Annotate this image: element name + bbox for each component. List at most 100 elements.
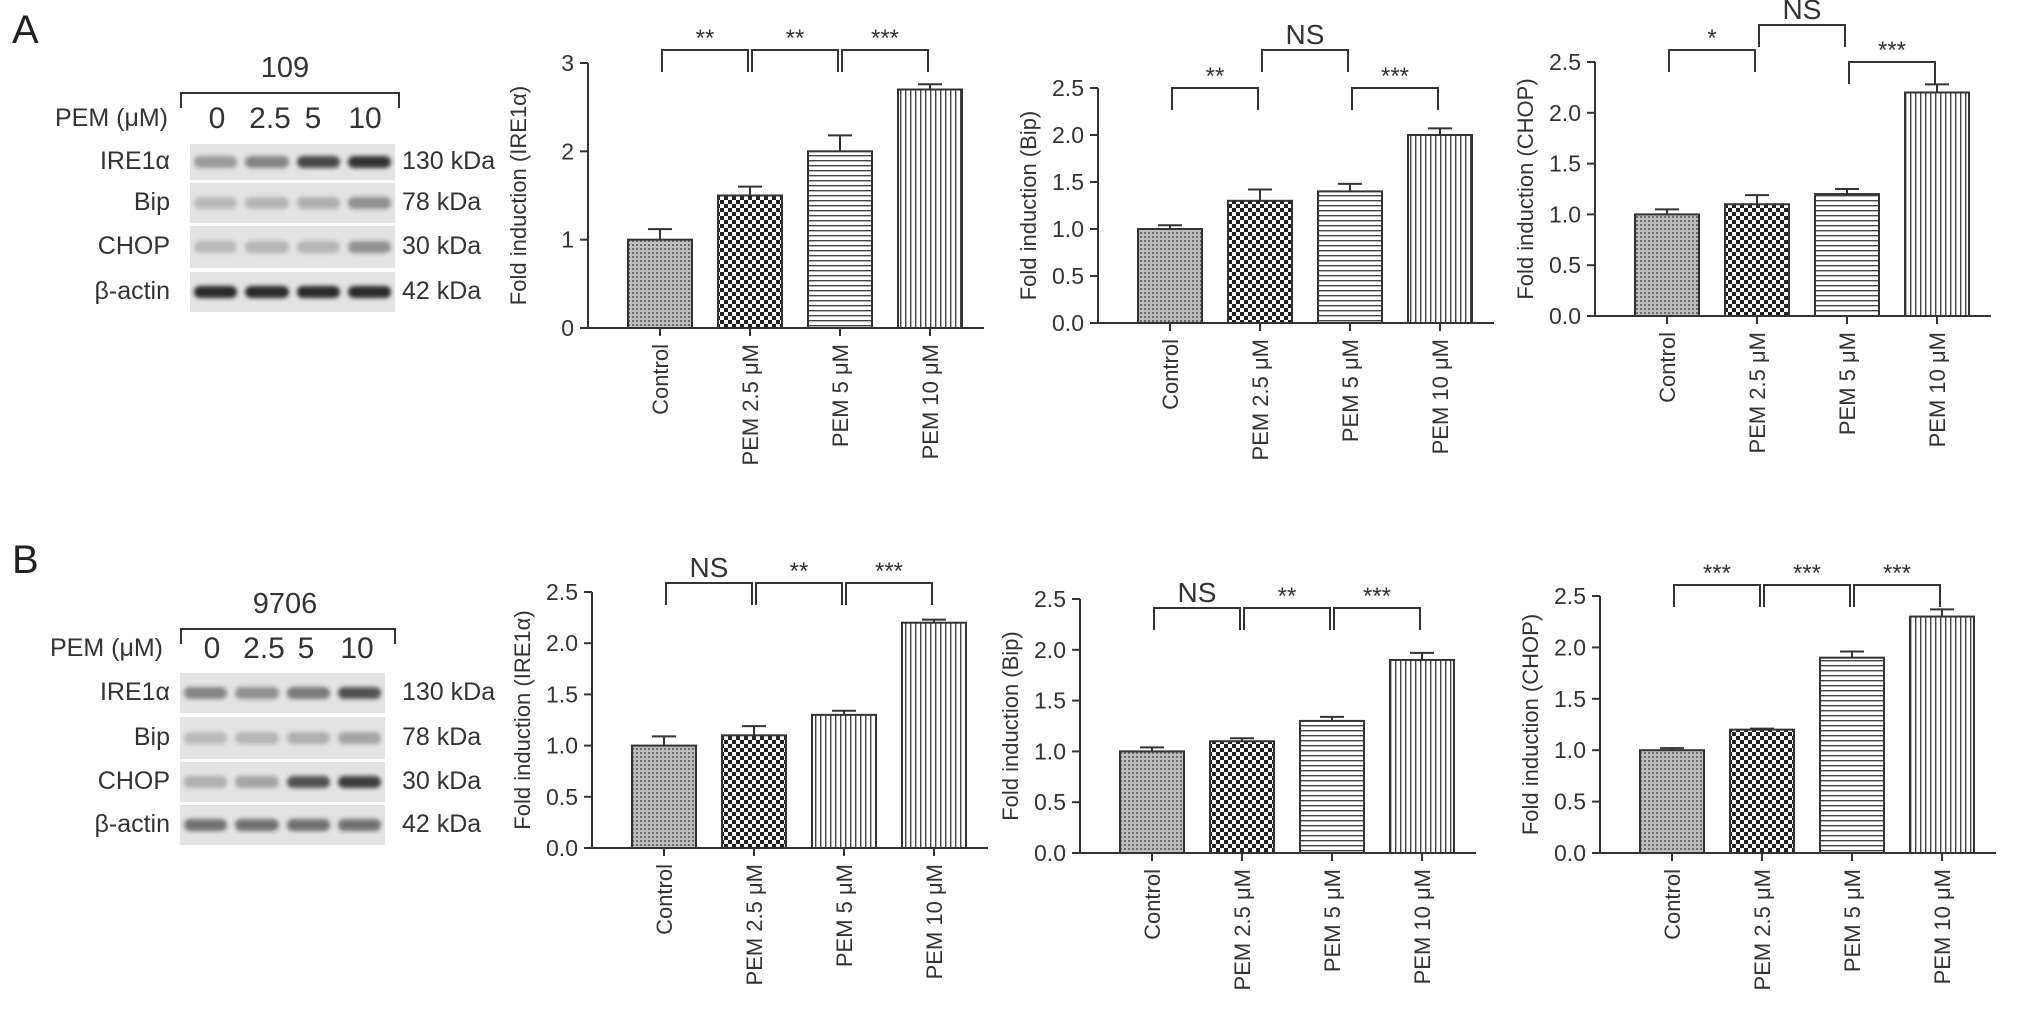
category-label: Control: [648, 344, 673, 415]
significance-bracket: [1668, 49, 1756, 72]
significance-label: ***: [1793, 560, 1821, 587]
blot-strip: [180, 717, 385, 759]
blot-strip: [180, 805, 385, 845]
significance-label: ***: [875, 558, 903, 585]
significance-label: ***: [1878, 37, 1906, 64]
significance-label: **: [696, 25, 715, 52]
protein-label: CHOP: [97, 767, 170, 795]
category-label: Control: [1140, 869, 1165, 940]
y-tick-label: 2.5: [1554, 583, 1586, 609]
y-tick-label: 1.5: [546, 681, 578, 707]
bar: [721, 734, 787, 849]
blot-band: [194, 241, 238, 253]
y-tick-label: 2.0: [1554, 634, 1586, 660]
y-tick-label: 2.0: [1034, 637, 1066, 663]
y-axis-label: Fold induction (Bip): [1016, 111, 1041, 301]
bar: [1729, 728, 1795, 855]
bar: [1724, 203, 1790, 318]
y-tick-label: 2: [561, 138, 574, 164]
y-axis-label: Fold induction (Bip): [998, 631, 1023, 821]
blot-band: [184, 687, 228, 699]
significance-bracket: [1243, 607, 1331, 630]
y-tick-label: 0.5: [1034, 789, 1066, 815]
significance-bracket: [1758, 24, 1846, 47]
kda-label: 30 kDa: [402, 232, 482, 260]
protein-label: CHOP: [97, 232, 170, 260]
y-tick-label: 2.5: [546, 579, 578, 605]
category-label: Control: [1660, 869, 1685, 940]
y-tick-label: 3: [561, 50, 574, 76]
blot-band: [337, 776, 381, 788]
blot-band: [184, 776, 228, 788]
category-label: PEM 2.5 μM: [1230, 869, 1255, 990]
blot-band: [194, 156, 238, 168]
significance-label: NS: [690, 552, 729, 583]
significance-label: NS: [1286, 19, 1325, 50]
blot-band: [296, 286, 340, 298]
panel-label-a: A: [12, 8, 39, 52]
blot-band: [347, 156, 391, 168]
bar: [811, 713, 877, 849]
kda-label: 42 kDa: [402, 277, 482, 305]
y-tick-label: 0.5: [1554, 789, 1586, 815]
dose-label: 0: [208, 102, 226, 135]
y-tick-label: 0.5: [1549, 252, 1581, 278]
blot-band: [184, 732, 228, 744]
bar-chart: 0.0 0.5 1.0 1.5 2.0 2.5 Fold induction (Bip) Co…: [1016, 19, 1494, 460]
category-label: PEM 10 μM: [922, 864, 947, 979]
bar-chart: 0.0 0.5 1.0 1.5 2.0 2.5 Fold induction (Bip) Co…: [998, 577, 1476, 990]
y-tick-label: 2.0: [1052, 122, 1084, 148]
significance-bracket: [665, 582, 753, 605]
panel-label-b: B: [12, 538, 39, 582]
bar: [1909, 615, 1975, 854]
category-label: PEM 10 μM: [1410, 869, 1435, 984]
significance-bracket: [845, 582, 933, 605]
cell-line-title: 109: [260, 52, 310, 84]
protein-label: β-actin: [94, 277, 170, 305]
blot-band: [296, 241, 340, 253]
blot-band: [337, 732, 381, 744]
blot-band: [337, 819, 381, 831]
category-label: PEM 5 μM: [1840, 869, 1865, 972]
significance-label: NS: [1178, 577, 1217, 608]
y-tick-label: 1.5: [1549, 151, 1581, 177]
y-tick-label: 1.0: [1549, 201, 1581, 227]
significance-bracket: [841, 49, 929, 72]
blot-band: [194, 197, 238, 209]
y-tick-label: 1.0: [1554, 737, 1586, 763]
y-tick-label: 0.0: [546, 835, 578, 861]
y-tick-label: 0.0: [1034, 840, 1066, 866]
y-tick-label: 1.0: [546, 733, 578, 759]
significance-label: **: [1278, 583, 1297, 610]
dose-label: 2.5: [249, 102, 291, 135]
y-tick-label: 2.5: [1052, 75, 1084, 101]
blot-band: [347, 241, 391, 253]
dose-label: 10: [348, 102, 382, 135]
bar: [1299, 719, 1365, 854]
y-tick-label: 1.5: [1554, 686, 1586, 712]
significance-label: **: [786, 25, 805, 52]
treatment-label: PEM (μM): [50, 634, 164, 662]
blot-band: [235, 732, 279, 744]
significance-label: **: [1206, 63, 1225, 90]
kda-label: 30 kDa: [402, 767, 482, 795]
significance-bracket: [1763, 584, 1851, 607]
blot-band: [337, 687, 381, 699]
category-label: Control: [1158, 339, 1183, 410]
significance-bracket: [1673, 584, 1761, 607]
dose-label: 0: [203, 632, 221, 665]
category-label: PEM 2.5 μM: [738, 344, 763, 465]
significance-label: **: [790, 558, 809, 585]
blot-band: [235, 819, 279, 831]
significance-bracket: [1171, 87, 1259, 110]
dose-label: 2.5: [243, 632, 285, 665]
category-label: PEM 10 μM: [1930, 869, 1955, 984]
bar-chart: 0 1 2 3 Fold induction (IRE1α) Control PEM 2.5…: [506, 25, 984, 465]
blot-band: [286, 732, 330, 744]
dose-label: 5: [297, 632, 315, 665]
blot-band: [286, 776, 330, 788]
significance-bracket: [1261, 49, 1349, 72]
bar: [1407, 134, 1473, 324]
significance-bracket: [755, 582, 843, 605]
